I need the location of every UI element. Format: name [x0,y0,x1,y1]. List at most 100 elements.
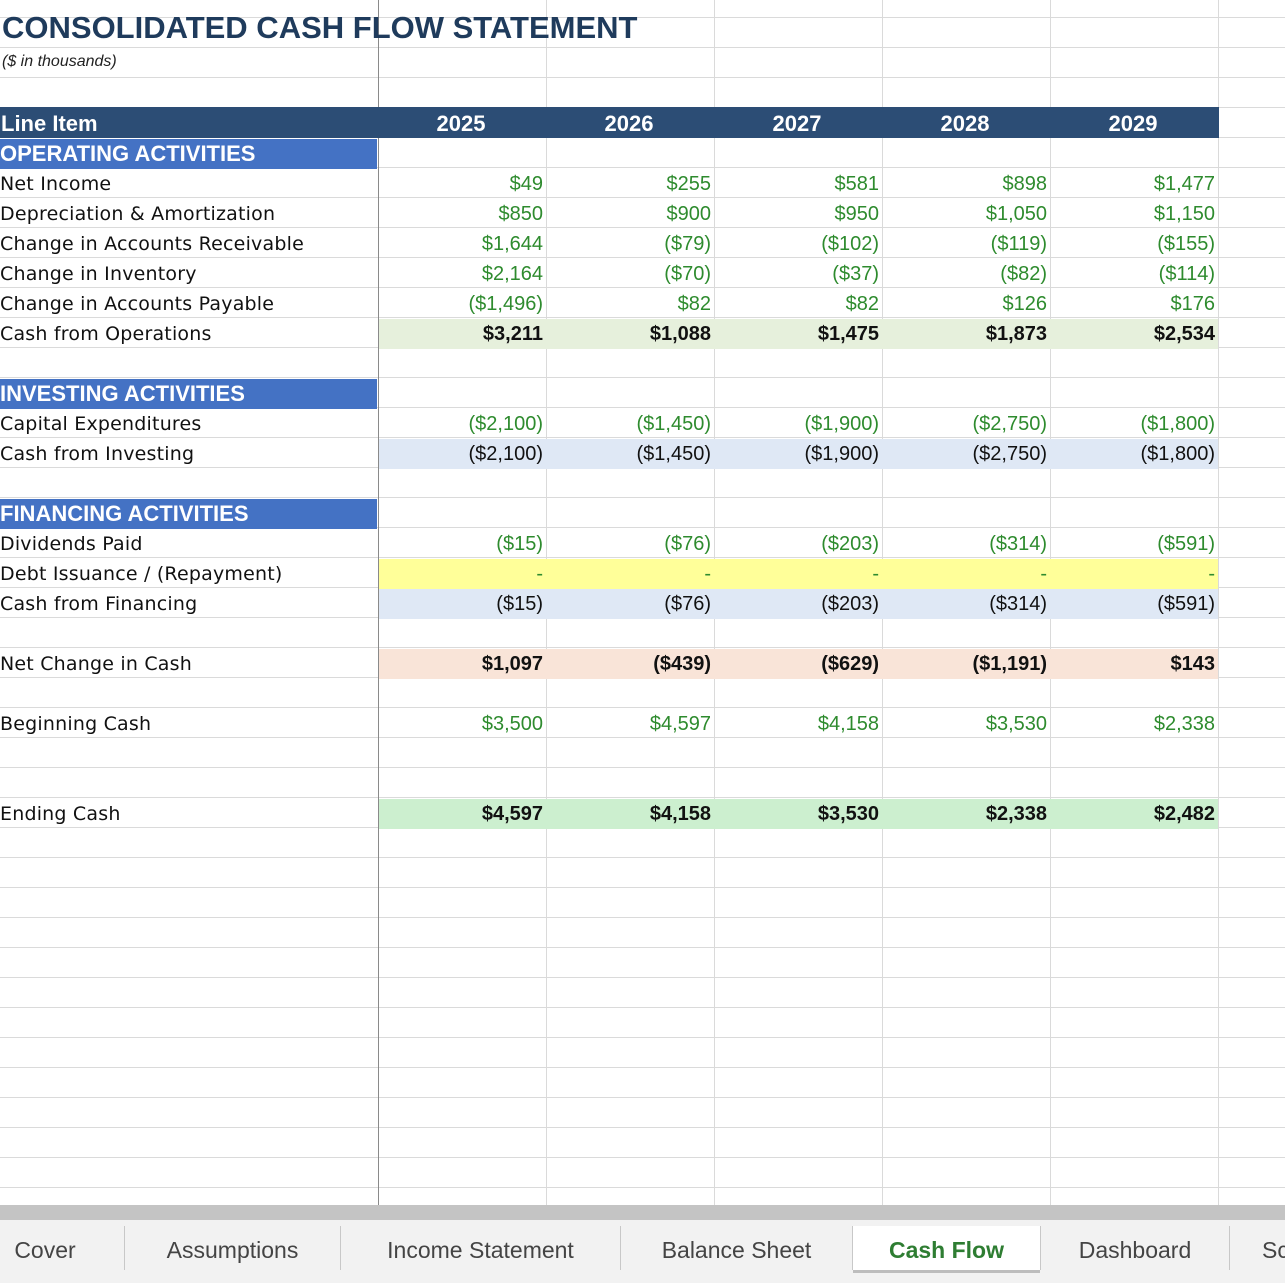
cell-ending-cash-2029[interactable]: $2,482 [1153,803,1215,825]
cell-debt-2028[interactable]: - [1040,563,1047,585]
cell-net-income-2029[interactable]: $1,477 [1153,173,1215,195]
cell-net-change-2025[interactable]: $1,097 [481,653,543,675]
cell-ending-cash-2026[interactable]: $4,158 [649,803,711,825]
cell-debt-2025[interactable]: - [536,563,543,585]
cell-capex-2027[interactable]: ($1,900) [804,413,880,435]
section-operating[interactable]: OPERATING ACTIVITIES [0,139,377,169]
cell-cash-from-investing-2028[interactable]: ($2,750) [972,443,1048,465]
row-label-net-change[interactable]: Net Change in Cash [0,653,192,675]
cell-dividends-2029[interactable]: ($591) [1157,533,1215,555]
header-year-2029[interactable]: 2029 [1108,111,1158,136]
cell-net-change-2026[interactable]: ($439) [653,653,711,675]
header-year-2026[interactable]: 2026 [604,111,654,136]
cell-depreciation-2025[interactable]: $850 [498,203,544,225]
section-financing[interactable]: FINANCING ACTIVITIES [0,499,377,529]
cell-debt-2027[interactable]: - [872,563,879,585]
cell-change-inventory-2027[interactable]: ($37) [832,263,879,285]
cell-debt-2029[interactable]: - [1208,563,1215,585]
cell-capex-2025[interactable]: ($2,100) [468,413,544,435]
row-label-depreciation[interactable]: Depreciation & Amortization [0,203,276,225]
cell-dividends-2026[interactable]: ($76) [664,533,711,555]
tab-income-statement[interactable]: Income Statement [387,1237,574,1263]
cell-change-ap-2027[interactable]: $82 [845,293,879,315]
row-label-ending-cash[interactable]: Ending Cash [0,803,121,825]
cell-depreciation-2028[interactable]: $1,050 [985,203,1047,225]
cell-ending-cash-2027[interactable]: $3,530 [817,803,879,825]
cell-cash-from-financing-2027[interactable]: ($203) [821,593,879,615]
cell-change-inventory-2028[interactable]: ($82) [1000,263,1047,285]
cell-capex-2028[interactable]: ($2,750) [972,413,1048,435]
cell-net-change-2029[interactable]: $143 [1170,653,1216,675]
tab-dashboard[interactable]: Dashboard [1078,1237,1192,1263]
cell-change-inventory-2025[interactable]: $2,164 [481,263,543,285]
cell-change-ar-2025[interactable]: $1,644 [481,233,543,255]
row-label-change-inventory[interactable]: Change in Inventory [0,263,197,285]
cell-change-ar-2029[interactable]: ($155) [1157,233,1215,255]
cell-cash-from-operations-2027[interactable]: $1,475 [817,323,879,345]
tab-assumptions[interactable]: Assumptions [166,1237,299,1263]
cell-change-inventory-2026[interactable]: ($70) [664,263,711,285]
cell-debt-2026[interactable]: - [704,563,711,585]
cell-cash-from-investing-2025[interactable]: ($2,100) [468,443,544,465]
row-label-change-ap[interactable]: Change in Accounts Payable [0,293,275,315]
tab-sc[interactable]: Sc [1262,1237,1285,1263]
row-label-change-ar[interactable]: Change in Accounts Receivable [0,233,304,255]
tab-cash-flow[interactable]: Cash Flow [853,1226,1040,1273]
cell-net-change-2028[interactable]: ($1,191) [972,653,1048,675]
cell-cash-from-operations-2026[interactable]: $1,088 [649,323,711,345]
cell-change-ap-2026[interactable]: $82 [677,293,711,315]
cell-net-change-2027[interactable]: ($629) [821,653,879,675]
cell-dividends-2028[interactable]: ($314) [989,533,1047,555]
header-year-2025[interactable]: 2025 [436,111,486,136]
cell-change-inventory-2029[interactable]: ($114) [1158,263,1215,285]
cell-depreciation-2026[interactable]: $900 [666,203,712,225]
row-label-net-income[interactable]: Net Income [0,173,112,195]
row-label-dividends[interactable]: Dividends Paid [0,533,143,555]
cell-beginning-cash-2027[interactable]: $4,158 [817,713,879,735]
cell-cash-from-operations-2025[interactable]: $3,211 [482,323,543,345]
cell-ending-cash-2025[interactable]: $4,597 [481,803,543,825]
cell-cash-from-investing-2027[interactable]: ($1,900) [804,443,880,465]
cell-change-ar-2026[interactable]: ($79) [664,233,711,255]
cell-change-ap-2028[interactable]: $126 [1002,293,1048,315]
cell-dividends-2025[interactable]: ($15) [496,533,543,555]
row-label-debt[interactable]: Debt Issuance / (Repayment) [0,563,283,585]
cell-change-ar-2028[interactable]: ($119) [990,233,1047,255]
cell-net-income-2026[interactable]: $255 [666,173,712,195]
header-year-2027[interactable]: 2027 [772,111,822,136]
cell-net-income-2028[interactable]: $898 [1002,173,1048,195]
tab-cover[interactable]: Cover [14,1237,76,1263]
cell-cash-from-investing-2026[interactable]: ($1,450) [636,443,712,465]
cell-beginning-cash-2028[interactable]: $3,530 [985,713,1047,735]
cell-ending-cash-2028[interactable]: $2,338 [985,803,1047,825]
cell-capex-2026[interactable]: ($1,450) [636,413,712,435]
row-label-beginning-cash[interactable]: Beginning Cash [0,713,152,735]
header-year-2028[interactable]: 2028 [940,111,990,136]
row-label-cash-from-operations[interactable]: Cash from Operations [0,323,212,345]
cell-cash-from-financing-2029[interactable]: ($591) [1157,593,1215,615]
cell-capex-2029[interactable]: ($1,800) [1140,413,1216,435]
cell-depreciation-2029[interactable]: $1,150 [1153,203,1215,225]
cell-change-ap-2025[interactable]: ($1,496) [468,293,544,315]
cell-beginning-cash-2026[interactable]: $4,597 [649,713,711,735]
section-investing[interactable]: INVESTING ACTIVITIES [0,379,377,409]
cell-cash-from-financing-2025[interactable]: ($15) [496,593,543,615]
cell-beginning-cash-2029[interactable]: $2,338 [1153,713,1215,735]
cell-net-income-2027[interactable]: $581 [834,173,880,195]
row-label-cash-from-investing[interactable]: Cash from Investing [0,443,195,465]
cell-change-ar-2027[interactable]: ($102) [821,233,879,255]
cell-net-income-2025[interactable]: $49 [509,173,543,195]
cell-change-ap-2029[interactable]: $176 [1170,293,1216,315]
cell-cash-from-financing-2026[interactable]: ($76) [664,593,711,615]
cell-cash-from-operations-2029[interactable]: $2,534 [1153,323,1215,345]
tab-balance-sheet[interactable]: Balance Sheet [661,1237,812,1263]
horizontal-scrollbar[interactable] [0,1205,1285,1220]
cell-beginning-cash-2025[interactable]: $3,500 [481,713,543,735]
cell-cash-from-investing-2029[interactable]: ($1,800) [1140,443,1216,465]
header-line-item[interactable]: Line Item [1,111,98,136]
cell-cash-from-operations-2028[interactable]: $1,873 [985,323,1047,345]
cell-depreciation-2027[interactable]: $950 [834,203,880,225]
row-label-cash-from-financing[interactable]: Cash from Financing [0,593,198,615]
row-label-capex[interactable]: Capital Expenditures [0,413,202,435]
cell-dividends-2027[interactable]: ($203) [821,533,879,555]
